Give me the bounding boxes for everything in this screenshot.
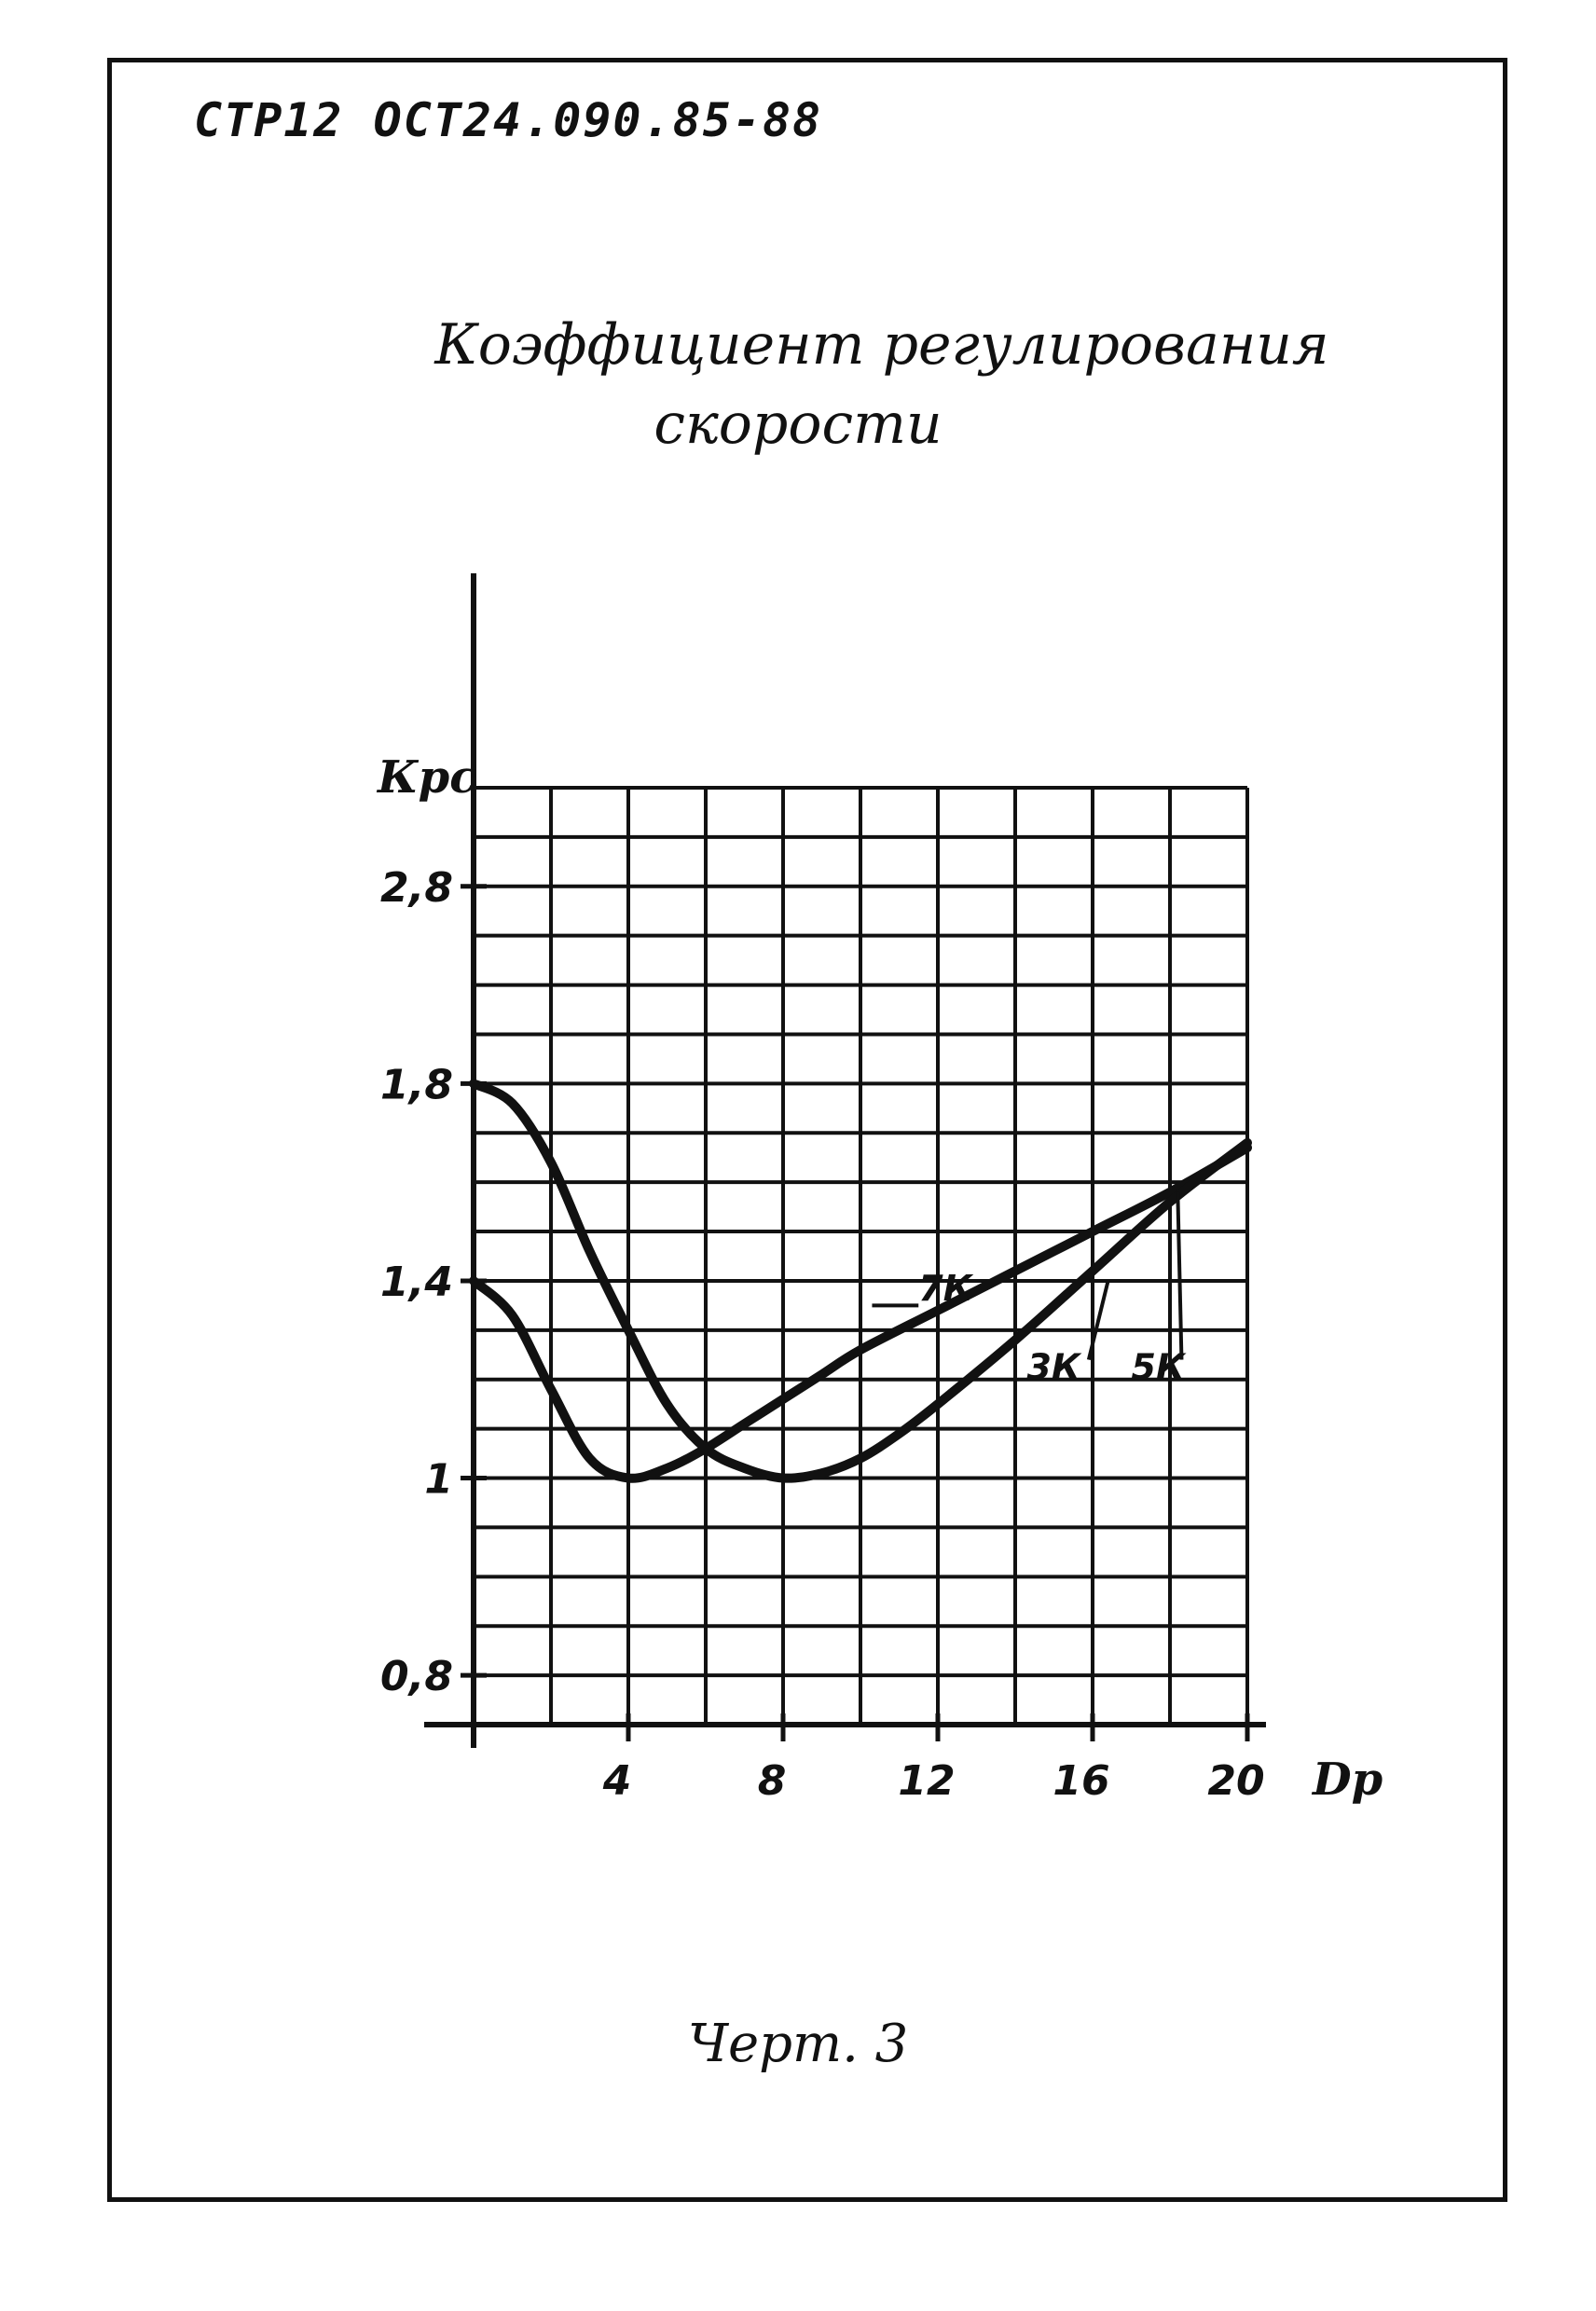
- chart-title-line1: Коэффициент регулирования: [434, 312, 1329, 378]
- chart-labels: 4 8 12 16 20 2,8 1,8 1,4 1 0,8 Крс Dр 7К 3К 5К: [376, 751, 1383, 1806]
- y-tick-label: 1,4: [380, 1259, 453, 1306]
- series-line-1: [469, 1143, 1252, 1483]
- series-line-2: [469, 1079, 1252, 1483]
- document-code: СТР12 ОСТ24.090.85-88: [194, 93, 823, 147]
- leader-line-3k: [1086, 1280, 1110, 1361]
- curve-label-3k: 3К: [1026, 1347, 1081, 1388]
- y-tick-label: 1,8: [380, 1061, 453, 1108]
- x-tick-label: 16: [1053, 1757, 1109, 1805]
- chart-axes: [424, 573, 1266, 1748]
- leader-line-5k: [1176, 1191, 1184, 1360]
- x-tick-label: 20: [1207, 1757, 1264, 1805]
- figure-caption: Черт. 3: [687, 2014, 909, 2074]
- chart-title-line2: скорости: [654, 392, 942, 457]
- chart-grid: [474, 786, 1249, 1725]
- curve-label-5k: 5К: [1132, 1347, 1187, 1388]
- page-frame: [107, 58, 1507, 2202]
- x-axis-label: Dр: [1311, 1754, 1383, 1806]
- chart-series: [469, 1079, 1252, 1483]
- y-tick-label: 2,8: [380, 864, 453, 912]
- y-tick-label: 0,8: [380, 1653, 453, 1700]
- x-tick-label: 12: [898, 1757, 955, 1805]
- x-tick-label: 8: [758, 1757, 787, 1805]
- x-tick-label: 4: [602, 1757, 632, 1805]
- y-tick-label: 1: [424, 1456, 453, 1504]
- y-axis-label: Крс: [376, 751, 476, 804]
- curve-label-7k: 7К: [918, 1268, 973, 1309]
